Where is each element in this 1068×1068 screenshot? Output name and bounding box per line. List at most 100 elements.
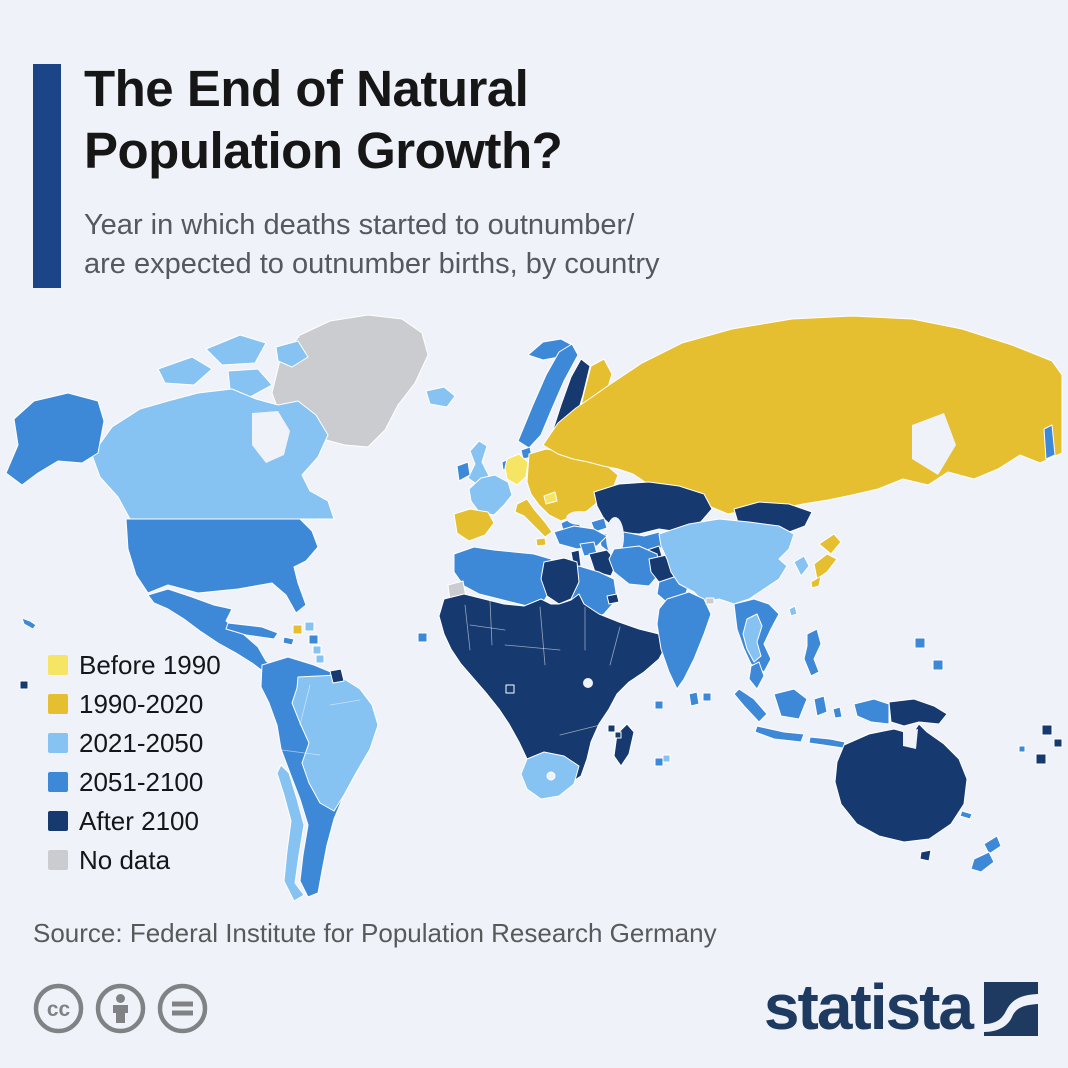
region-sulawesi (813, 695, 828, 717)
mauritius-marker (654, 757, 664, 767)
caribbean-marker-4 (315, 654, 325, 664)
region-uae (606, 593, 620, 605)
comoros-marker-2 (614, 731, 622, 739)
attribution-person-icon (95, 983, 146, 1034)
gulf-of-carpentaria-water (903, 729, 918, 749)
equals-icon (157, 983, 208, 1034)
region-canada-arctic-2 (157, 356, 213, 386)
legend-label-1990-2020: 1990-2020 (79, 688, 204, 719)
legend-item-2051-2100: 2051-2100 (48, 767, 221, 797)
region-brazil (291, 674, 379, 812)
west-edge-marker (19, 680, 29, 690)
region-java (754, 725, 805, 743)
region-ireland (456, 461, 471, 482)
legend-label-after-2100: After 2100 (79, 805, 199, 836)
region-chile (276, 764, 305, 902)
region-sumatra (733, 688, 768, 723)
page-subtitle: Year in which deaths started to outnumbe… (84, 206, 659, 284)
maldives-marker (702, 692, 712, 702)
region-svalbard (527, 338, 575, 361)
sao-tome-marker (505, 684, 515, 694)
region-hawaii (21, 617, 37, 630)
region-borneo (773, 688, 808, 720)
region-canada-arctic-1 (205, 334, 267, 366)
region-new-caledonia (959, 810, 973, 820)
region-moluccas (832, 706, 843, 719)
statista-wordmark: statista (763, 971, 974, 1043)
region-papua-new-guinea (888, 698, 948, 727)
fiji-marker (1035, 753, 1047, 765)
region-canada-arctic-3 (227, 368, 273, 398)
pacific-marker-1 (914, 637, 926, 649)
black-sea-water (566, 511, 594, 525)
region-germany (504, 453, 529, 486)
title-accent-bar (33, 64, 61, 288)
legend-swatch-2021-2050 (48, 733, 68, 753)
region-new-zealand-north (983, 835, 1002, 855)
statista-brand: statista (763, 971, 1038, 1043)
region-west-papua (853, 698, 890, 725)
lake-victoria-water (583, 678, 593, 688)
svg-text:cc: cc (47, 998, 71, 1021)
region-italy (514, 498, 553, 538)
legend-label-no-data: No data (79, 844, 171, 875)
region-china (658, 518, 795, 605)
world-choropleth-map (5, 314, 1063, 902)
sea-of-okhotsk-water (912, 413, 956, 475)
region-iceland (425, 386, 456, 408)
legend-item-after-2100: After 2100 (48, 806, 221, 836)
region-philippines (803, 628, 822, 677)
legend-swatch-1990-2020 (48, 694, 68, 714)
legend-swatch-after-2100 (48, 811, 68, 831)
region-korea (793, 555, 810, 577)
region-usa (125, 518, 319, 614)
page-title: The End of Natural Population Growth? (84, 58, 563, 182)
source-text: Source: Federal Institute for Population… (33, 918, 717, 948)
legend-swatch-before-1990 (48, 655, 68, 675)
region-iberia (453, 508, 495, 542)
caribbean-marker-2 (308, 634, 319, 645)
vanuatu-marker (1018, 745, 1026, 753)
region-canada (91, 388, 335, 520)
region-tasmania (919, 849, 932, 862)
map-legend: Before 1990 1990-2020 2021-2050 2051-210… (48, 650, 221, 889)
region-sicily (535, 537, 547, 547)
legend-item-no-data: No data (48, 845, 221, 875)
license-icon-row: cc (33, 983, 208, 1034)
legend-item-1990-2020: 1990-2020 (48, 689, 221, 719)
comoros-marker-1 (607, 724, 616, 733)
subtitle-line-2: are expected to outnumber births, by cou… (84, 248, 660, 280)
region-bhutan (705, 597, 715, 605)
caribbean-marker-1 (304, 621, 315, 632)
region-canada-arctic-4 (275, 340, 309, 368)
reunion-marker (662, 754, 671, 763)
caribbean-marker-gold (292, 624, 303, 635)
country-border-lines (281, 600, 621, 756)
region-france (468, 474, 513, 516)
region-egypt (540, 557, 580, 605)
region-sakhalin (1043, 424, 1056, 460)
region-japan-honshu (813, 553, 838, 580)
title-line-1: The End of Natural (84, 60, 529, 117)
region-lesser-sunda (808, 736, 846, 749)
region-new-zealand-south (970, 851, 995, 873)
region-hispaniola (282, 636, 295, 646)
caspian-sea-water (606, 517, 624, 557)
lesotho-cutout (546, 771, 556, 781)
legend-swatch-no-data (48, 850, 68, 870)
title-line-2: Population Growth? (84, 122, 563, 179)
cape-verde-marker (417, 632, 428, 643)
seychelles-marker (654, 700, 664, 710)
region-iran (608, 545, 662, 587)
region-malay-peninsula (748, 661, 765, 690)
region-taiwan (788, 605, 798, 617)
region-sub-saharan-africa (438, 593, 668, 785)
region-madagascar (613, 723, 635, 767)
statista-logo-icon (984, 982, 1038, 1036)
cc-icon: cc (33, 983, 84, 1034)
pacific-marker-4 (1053, 738, 1063, 748)
pacific-marker-2 (932, 659, 944, 671)
pacific-marker-3 (1041, 724, 1053, 736)
region-hungary (543, 491, 558, 505)
